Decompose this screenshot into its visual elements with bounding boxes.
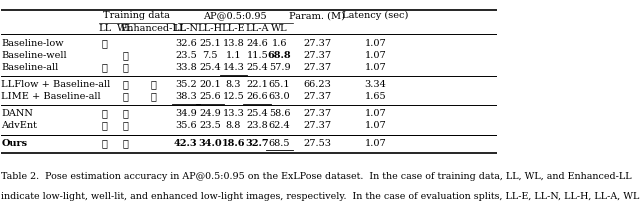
Text: AP@0.5:0.95: AP@0.5:0.95: [204, 11, 267, 20]
Text: 24.6: 24.6: [246, 39, 268, 48]
Text: 35.2: 35.2: [175, 80, 196, 89]
Text: Latency (sec): Latency (sec): [342, 11, 408, 20]
Text: 23.5: 23.5: [199, 121, 221, 130]
Text: 34.9: 34.9: [175, 109, 196, 118]
Text: 1.07: 1.07: [364, 139, 386, 148]
Text: 25.4: 25.4: [246, 63, 268, 72]
Text: 25.6: 25.6: [199, 92, 221, 101]
Text: ✓: ✓: [150, 80, 156, 89]
Text: LL-A: LL-A: [246, 24, 269, 33]
Text: 1.6: 1.6: [272, 39, 287, 48]
Text: 35.6: 35.6: [175, 121, 196, 130]
Text: 38.3: 38.3: [175, 92, 196, 101]
Text: 27.37: 27.37: [303, 121, 332, 130]
Text: Baseline-low: Baseline-low: [1, 39, 64, 48]
Text: ✓: ✓: [123, 139, 129, 148]
Text: 1.07: 1.07: [364, 39, 386, 48]
Text: AdvEnt: AdvEnt: [1, 121, 37, 130]
Text: 7.5: 7.5: [202, 51, 218, 60]
Text: 25.4: 25.4: [199, 63, 221, 72]
Text: 32.6: 32.6: [175, 39, 196, 48]
Text: indicate low-light, well-lit, and enhanced low-light images, respectively.  In t: indicate low-light, well-lit, and enhanc…: [1, 192, 639, 201]
Text: 14.3: 14.3: [223, 63, 244, 72]
Text: Enhanced-LL: Enhanced-LL: [121, 24, 186, 33]
Text: 1.65: 1.65: [365, 92, 386, 101]
Text: 27.37: 27.37: [303, 63, 332, 72]
Text: 58.6: 58.6: [269, 109, 291, 118]
Text: DANN: DANN: [1, 109, 33, 118]
Text: Param. (M): Param. (M): [289, 11, 346, 20]
Text: 1.1: 1.1: [226, 51, 241, 60]
Text: 32.7: 32.7: [245, 139, 269, 148]
Text: WL: WL: [271, 24, 288, 33]
Text: 66.23: 66.23: [303, 80, 332, 89]
Text: 42.3: 42.3: [174, 139, 198, 148]
Text: LL: LL: [99, 24, 111, 33]
Text: Ours: Ours: [1, 139, 28, 148]
Text: 27.53: 27.53: [303, 139, 332, 148]
Text: 23.5: 23.5: [175, 51, 196, 60]
Text: ✓: ✓: [102, 121, 108, 130]
Text: ✓: ✓: [123, 92, 129, 101]
Text: ✓: ✓: [123, 80, 129, 89]
Text: 27.37: 27.37: [303, 109, 332, 118]
Text: 26.6: 26.6: [246, 92, 268, 101]
Text: 23.8: 23.8: [246, 121, 268, 130]
Text: 8.3: 8.3: [226, 80, 241, 89]
Text: 3.34: 3.34: [364, 80, 387, 89]
Text: Baseline-well: Baseline-well: [1, 51, 67, 60]
Text: 62.4: 62.4: [269, 121, 291, 130]
Text: 11.5: 11.5: [246, 51, 268, 60]
Text: 12.5: 12.5: [223, 92, 244, 101]
Text: 13.3: 13.3: [223, 109, 244, 118]
Text: WL: WL: [117, 24, 134, 33]
Text: 27.37: 27.37: [303, 51, 332, 60]
Text: 33.8: 33.8: [175, 63, 196, 72]
Text: ✓: ✓: [123, 51, 129, 60]
Text: 68.8: 68.8: [268, 51, 291, 60]
Text: 24.9: 24.9: [199, 109, 221, 118]
Text: 63.0: 63.0: [269, 92, 291, 101]
Text: ✓: ✓: [123, 121, 129, 130]
Text: 1.07: 1.07: [364, 63, 386, 72]
Text: 25.1: 25.1: [199, 39, 221, 48]
Text: ✓: ✓: [102, 139, 108, 148]
Text: 8.8: 8.8: [226, 121, 241, 130]
Text: 18.6: 18.6: [221, 139, 245, 148]
Text: 20.1: 20.1: [199, 80, 221, 89]
Text: ✓: ✓: [102, 109, 108, 118]
Text: 27.37: 27.37: [303, 92, 332, 101]
Text: Training data: Training data: [103, 11, 170, 20]
Text: ✓: ✓: [150, 92, 156, 101]
Text: ✓: ✓: [102, 39, 108, 48]
Text: LLFlow + Baseline-all: LLFlow + Baseline-all: [1, 80, 111, 89]
Text: 65.1: 65.1: [269, 80, 291, 89]
Text: ✓: ✓: [102, 63, 108, 72]
Text: 1.07: 1.07: [364, 121, 386, 130]
Text: 25.4: 25.4: [246, 109, 268, 118]
Text: LL-H: LL-H: [198, 24, 223, 33]
Text: LL-N: LL-N: [173, 24, 198, 33]
Text: LL-E: LL-E: [221, 24, 245, 33]
Text: ✓: ✓: [123, 109, 129, 118]
Text: 27.37: 27.37: [303, 39, 332, 48]
Text: 34.0: 34.0: [198, 139, 222, 148]
Text: LIME + Baseline-all: LIME + Baseline-all: [1, 92, 101, 101]
Text: 13.8: 13.8: [223, 39, 244, 48]
Text: ✓: ✓: [123, 63, 129, 72]
Text: Baseline-all: Baseline-all: [1, 63, 58, 72]
Text: 22.1: 22.1: [246, 80, 268, 89]
Text: 57.9: 57.9: [269, 63, 291, 72]
Text: 68.5: 68.5: [269, 139, 291, 148]
Text: Table 2.  Pose estimation accuracy in AP@0.5:0.95 on the ExLPose dataset.  In th: Table 2. Pose estimation accuracy in AP@…: [1, 172, 631, 181]
Text: 1.07: 1.07: [364, 51, 386, 60]
Text: 1.07: 1.07: [364, 109, 386, 118]
